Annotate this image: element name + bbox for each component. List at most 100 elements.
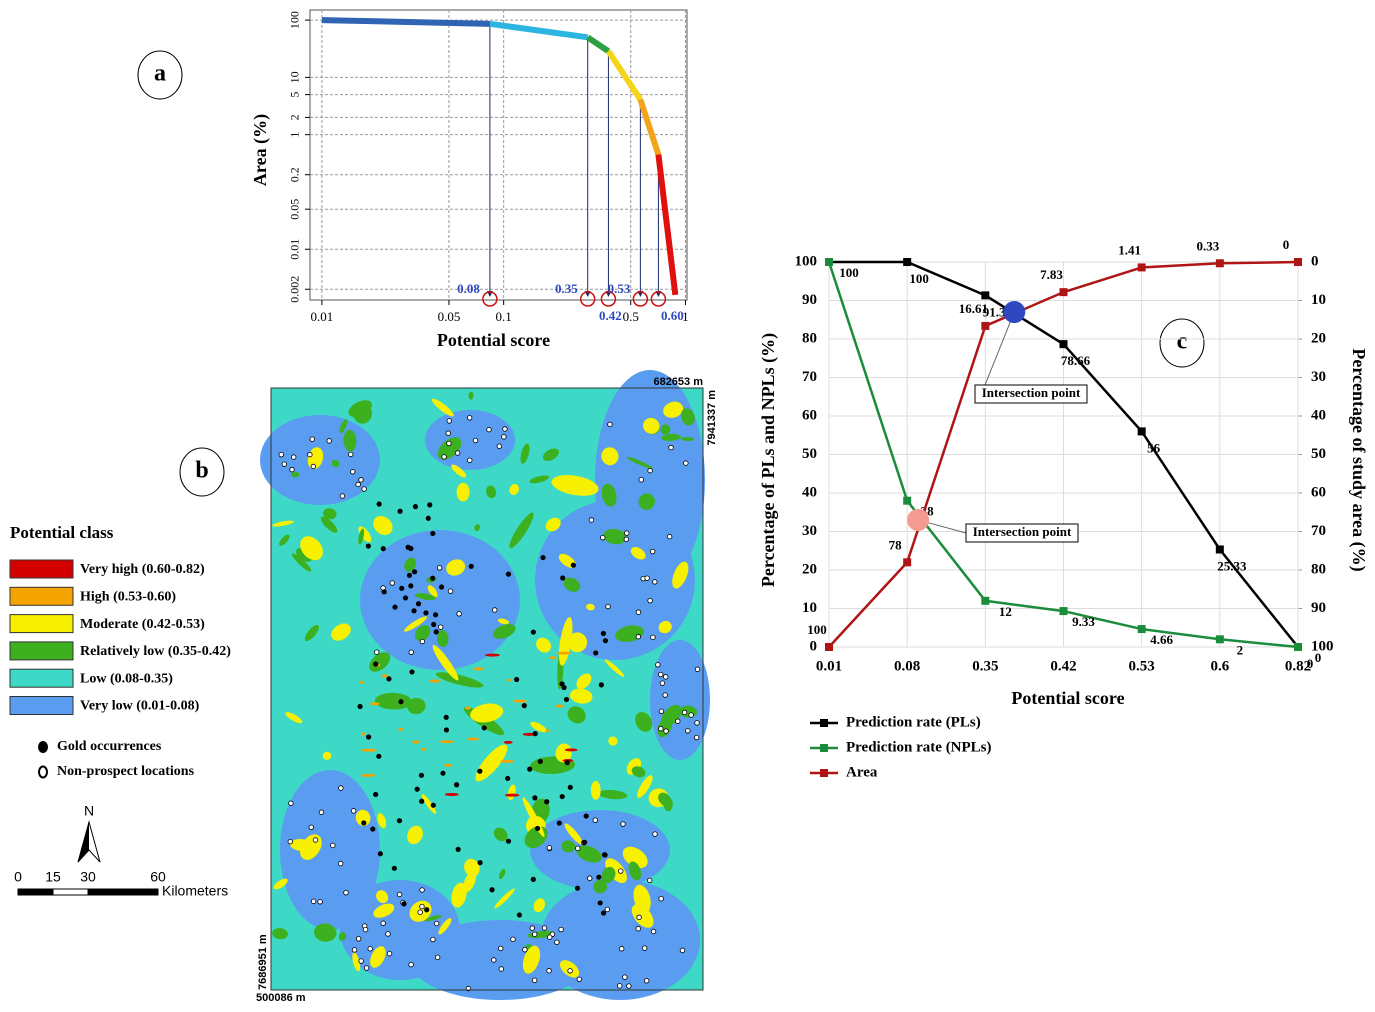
map-frame: [270, 387, 704, 991]
map-zone: [475, 744, 508, 782]
data-label: 4.66: [1150, 632, 1173, 647]
non-prospect-location: [472, 437, 479, 444]
gold-occurrence: [405, 544, 411, 550]
map-zone: [549, 656, 557, 660]
map-zone: [672, 561, 689, 589]
non-prospect-location: [643, 978, 650, 984]
map-zone: [598, 789, 628, 800]
series-point: [1215, 635, 1224, 644]
map-zone: [290, 471, 300, 478]
non-prospect-location: [650, 634, 656, 641]
map-zone: [322, 751, 332, 760]
map-zone: [352, 952, 361, 972]
gold-occurrence: [560, 575, 566, 581]
non-prospect-location: [350, 808, 357, 814]
map-zone: [464, 858, 480, 877]
non-prospect-location: [647, 467, 653, 474]
data-label: 100: [839, 265, 859, 280]
gold-occurrence: [598, 682, 604, 688]
map-zone: [564, 823, 583, 845]
non-prospect-location: [620, 821, 626, 827]
gold-occurrence: [477, 860, 483, 866]
map-zone: [494, 888, 515, 909]
gold-occurrence: [567, 784, 573, 790]
non-prospect-location: [652, 579, 658, 585]
non-prospect-location: [647, 597, 653, 604]
non-prospect-location: [358, 477, 364, 483]
gold-occurrence: [408, 583, 414, 589]
data-label: 0: [1307, 656, 1314, 671]
map-zone: [373, 515, 393, 535]
map-zone: [506, 678, 511, 682]
annotation-circle: [650, 291, 667, 307]
non-prospect-location: [650, 928, 657, 935]
x-tick-label: 0.05: [438, 309, 461, 324]
gold-occurrence: [583, 813, 589, 819]
gold-occurrence: [373, 661, 379, 667]
map-zone: [533, 898, 546, 913]
non-prospect-location: [604, 906, 611, 913]
legend-marker: [820, 719, 828, 727]
non-prospect-location: [307, 451, 313, 458]
map-zone: [273, 878, 288, 890]
gold-occurrence: [397, 508, 403, 514]
map-zone: [637, 775, 653, 798]
x-tick-label: 0.08: [894, 658, 920, 674]
map-zone: [427, 585, 438, 598]
map-zone: [473, 667, 485, 671]
map-zone: [444, 792, 459, 796]
map-zone: [661, 433, 681, 442]
map-zone: [643, 417, 660, 434]
non-prospect-location: [408, 649, 414, 655]
gold-occurrence: [381, 589, 387, 595]
gold-occurrence: [415, 601, 422, 607]
gold-occurrence: [414, 786, 420, 792]
non-prospect-location: [287, 838, 293, 845]
map-zone: [431, 398, 454, 417]
legend-label: Moderate (0.42-0.53): [80, 617, 205, 632]
gold-occurrence: [563, 696, 570, 703]
map-zone: [358, 528, 365, 545]
legend-label: Very high (0.60-0.82): [80, 562, 205, 577]
non-prospect-location: [380, 920, 386, 926]
legend-label: Gold occurrences: [57, 739, 162, 754]
map-zone: [633, 884, 651, 914]
map-zone: [498, 868, 506, 880]
non-prospect-location: [638, 476, 644, 483]
map-zone: [530, 721, 547, 733]
map-zone: [545, 729, 550, 733]
series-point: [981, 321, 990, 330]
gold-occurrence: [431, 621, 437, 628]
series-point: [1137, 263, 1146, 272]
series-point: [1294, 258, 1302, 266]
gold-occurrence: [418, 772, 425, 778]
map-zone: [576, 673, 592, 690]
series-point: [903, 258, 912, 266]
map-zone: [279, 534, 290, 546]
non-prospect-location: [446, 418, 452, 424]
non-prospect-location: [338, 785, 344, 791]
non-prospect-location: [350, 469, 356, 475]
gold-occurrence: [376, 501, 382, 507]
panel-label: c: [1177, 329, 1188, 355]
map-zone: [555, 704, 564, 708]
curve-segment: [637, 98, 662, 156]
map-zone: [361, 748, 377, 752]
map-zone: [535, 500, 695, 660]
legend-marker: [820, 769, 828, 777]
non-prospect-location: [498, 966, 505, 972]
non-prospect-location: [434, 954, 441, 961]
map-zone: [630, 547, 646, 560]
y2-tick-label: 20: [1311, 330, 1326, 346]
map-zone: [567, 706, 586, 724]
gold-occurrence: [391, 865, 397, 871]
non-prospect-location: [636, 914, 642, 921]
non-prospect-location: [310, 898, 317, 905]
y-tick-label: 50: [802, 446, 817, 462]
y-tick-label: 5: [288, 92, 302, 98]
non-prospect-location: [466, 415, 473, 421]
data-label: 7.83: [1040, 267, 1063, 282]
gold-occurrence: [559, 681, 565, 687]
y2-axis-label: Percentage of study area (%): [1348, 348, 1369, 571]
map-zone: [555, 743, 572, 763]
